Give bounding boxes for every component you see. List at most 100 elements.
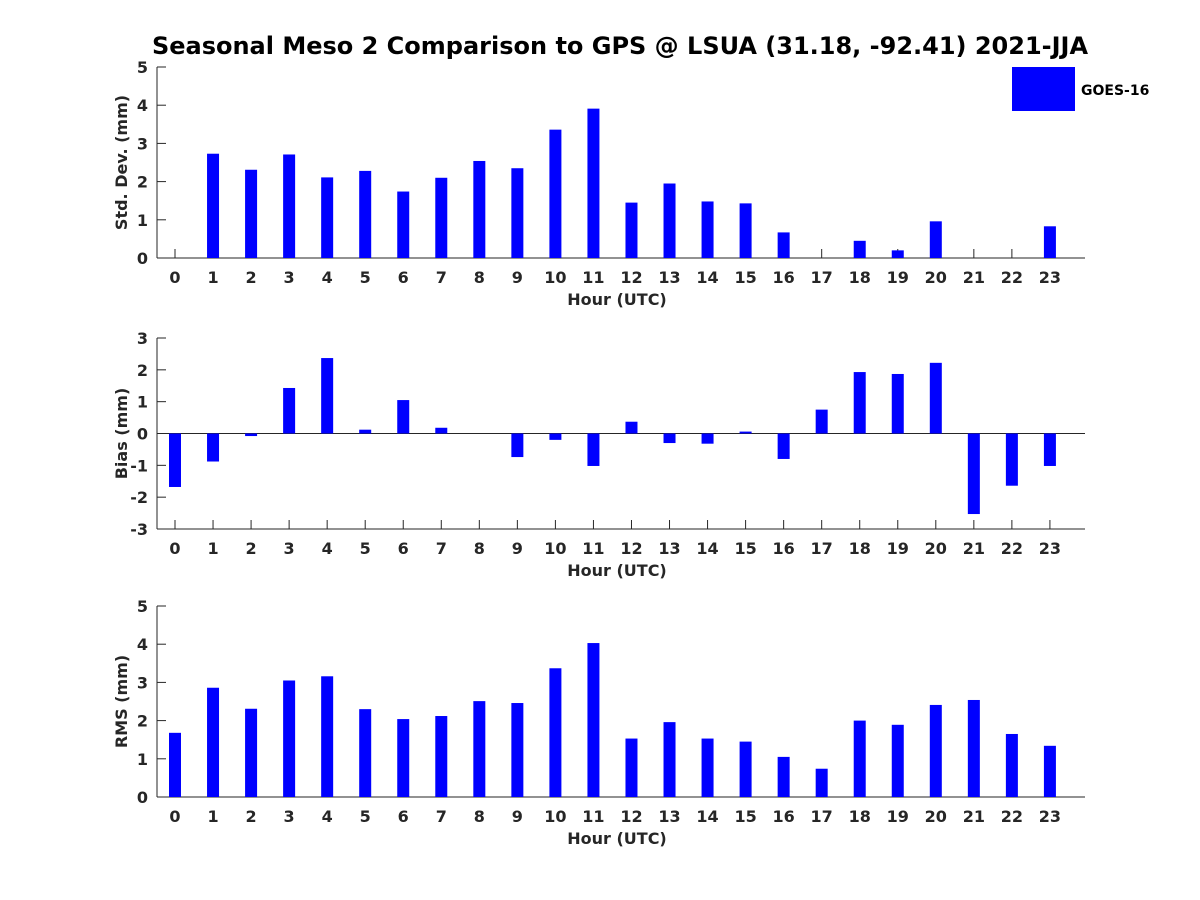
rms-bar	[891, 724, 904, 797]
rms-x-tick-label: 2	[246, 807, 257, 826]
rms-x-tick-label: 18	[849, 807, 871, 826]
bias-x-tick-label: 6	[398, 539, 409, 558]
rms-bar	[701, 738, 714, 797]
bias-bar	[853, 372, 866, 434]
stddev-bar	[245, 169, 258, 258]
stddev-y-tick-label: 3	[137, 134, 148, 153]
stddev-x-tick-label: 6	[398, 268, 409, 287]
bias-bar	[511, 433, 524, 458]
bias-bar	[321, 358, 334, 434]
bias-x-tick-label: 12	[620, 539, 642, 558]
stddev-bar	[625, 202, 638, 258]
stddev-bar	[929, 221, 942, 258]
bias-bar	[359, 429, 372, 434]
bias-bar	[397, 400, 410, 434]
stddev-x-tick-label: 21	[963, 268, 985, 287]
rms-bar	[359, 709, 372, 797]
rms-x-tick-label: 7	[436, 807, 447, 826]
bias-bar	[245, 433, 258, 437]
rms-x-tick-label: 21	[963, 807, 985, 826]
rms-bar	[321, 676, 334, 797]
stddev-x-tick-label: 15	[734, 268, 756, 287]
stddev-x-tick-label: 10	[544, 268, 566, 287]
stddev-bar	[853, 240, 866, 258]
bias-bar	[739, 431, 752, 434]
rms-y-tick-label: 5	[137, 597, 148, 616]
bias-bar	[777, 433, 790, 459]
stddev-x-tick-label: 23	[1039, 268, 1061, 287]
rms-bar	[815, 768, 828, 797]
rms-bar	[929, 704, 942, 797]
stddev-x-tick-label: 2	[246, 268, 257, 287]
rms-bar	[777, 756, 790, 797]
bias-bar	[929, 362, 942, 434]
stddev-x-tick-label: 13	[658, 268, 680, 287]
bias-x-tick-label: 2	[246, 539, 257, 558]
rms-y-tick-label: 2	[137, 712, 148, 731]
bias-x-tick-label: 11	[582, 539, 604, 558]
rms-x-tick-label: 20	[925, 807, 947, 826]
bias-y-tick-label: 3	[137, 329, 148, 348]
rms-bar	[587, 643, 600, 797]
stddev-x-tick-label: 5	[360, 268, 371, 287]
stddev-x-tick-label: 7	[436, 268, 447, 287]
stddev-y-tick-label: 5	[137, 58, 148, 77]
rms-x-tick-label: 4	[322, 807, 333, 826]
bias-bar	[587, 433, 600, 466]
rms-x-tick-label: 15	[734, 807, 756, 826]
bias-bar	[1005, 433, 1018, 486]
legend: GOES-16	[1012, 67, 1149, 111]
bias-x-tick-label: 3	[284, 539, 295, 558]
bias-x-tick-label: 14	[696, 539, 718, 558]
bias-x-tick-label: 7	[436, 539, 447, 558]
bias-bar	[207, 433, 220, 462]
rms-x-tick-label: 12	[620, 807, 642, 826]
rms-x-tick-label: 17	[811, 807, 833, 826]
bias-x-tick-label: 22	[1001, 539, 1023, 558]
bias-x-tick-label: 5	[360, 539, 371, 558]
bias-bar	[967, 433, 980, 515]
stddev-y-axis-label: Std. Dev. (mm)	[112, 95, 131, 230]
stddev-x-tick-label: 18	[849, 268, 871, 287]
stddev-x-tick-label: 14	[696, 268, 718, 287]
stddev-x-tick-label: 1	[207, 268, 218, 287]
bias-bar	[169, 433, 181, 487]
rms-bar	[245, 708, 258, 797]
stddev-bar	[511, 168, 524, 258]
rms-x-tick-label: 16	[773, 807, 795, 826]
bias-x-tick-label: 18	[849, 539, 871, 558]
bias-x-tick-label: 20	[925, 539, 947, 558]
bias-x-tick-label: 16	[773, 539, 795, 558]
rms-x-tick-label: 10	[544, 807, 566, 826]
bias-x-tick-label: 17	[811, 539, 833, 558]
rms-bar	[511, 703, 524, 797]
stddev-x-tick-label: 16	[773, 268, 795, 287]
rms-x-tick-label: 3	[284, 807, 295, 826]
rms-x-tick-label: 14	[696, 807, 718, 826]
rms-x-tick-label: 0	[169, 807, 180, 826]
stddev-bar	[321, 177, 334, 258]
bias-y-tick-label: 0	[137, 425, 148, 444]
bias-x-tick-label: 19	[887, 539, 909, 558]
rms-y-tick-label: 3	[137, 673, 148, 692]
rms-x-tick-label: 8	[474, 807, 485, 826]
rms-bar	[625, 738, 638, 797]
stddev-x-axis-label: Hour (UTC)	[567, 290, 667, 309]
bias-y-tick-label: -2	[130, 488, 148, 507]
bias-bar	[283, 387, 296, 434]
rms-bar	[397, 719, 410, 797]
chart-title: Seasonal Meso 2 Comparison to GPS @ LSUA…	[152, 32, 1089, 60]
rms-x-tick-label: 5	[360, 807, 371, 826]
rms-bar	[473, 701, 486, 797]
stddev-x-tick-label: 20	[925, 268, 947, 287]
rms-y-tick-label: 0	[137, 788, 148, 807]
stddev-y-tick-label: 1	[137, 211, 148, 230]
stddev-x-tick-label: 0	[169, 268, 180, 287]
bias-x-axis-label: Hour (UTC)	[567, 561, 667, 580]
stddev-x-tick-label: 12	[620, 268, 642, 287]
bias-x-tick-label: 1	[207, 539, 218, 558]
legend-label: GOES-16	[1081, 83, 1149, 99]
legend-swatch	[1012, 67, 1075, 111]
stddev-bar	[359, 170, 372, 258]
